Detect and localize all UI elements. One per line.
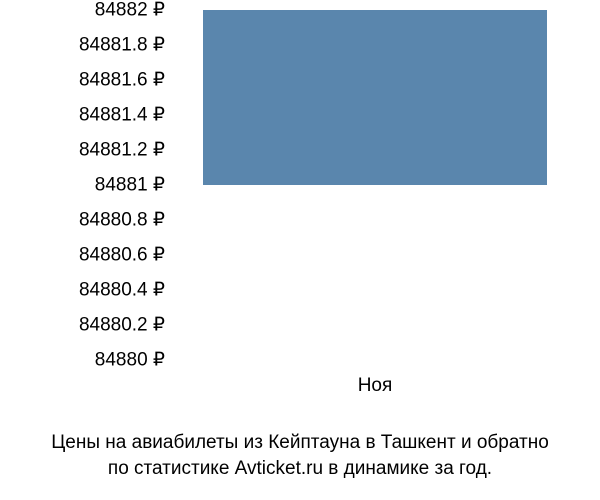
caption-line-2: по статистике Avticket.ru в динамике за … — [0, 456, 600, 482]
caption-line-1: Цены на авиабилеты из Кейптауна в Ташкен… — [0, 430, 600, 456]
y-tick-label: 84880.8 ₽ — [79, 209, 165, 232]
chart-caption: Цены на авиабилеты из Кейптауна в Ташкен… — [0, 430, 600, 481]
plot-region — [170, 10, 580, 360]
y-tick-label: 84882 ₽ — [95, 0, 165, 22]
price-bar-chart: 84882 ₽ 84881.8 ₽ 84881.6 ₽ 84881.4 ₽ 84881.… — [0, 0, 600, 430]
y-tick-label: 84881.6 ₽ — [79, 69, 165, 92]
bar — [203, 10, 547, 185]
y-tick-label: 84881 ₽ — [95, 174, 165, 197]
y-tick-label: 84880 ₽ — [95, 349, 165, 372]
x-tick-label: Ноя — [358, 375, 393, 397]
y-tick-label: 84880.6 ₽ — [79, 244, 165, 267]
y-tick-label: 84880.4 ₽ — [79, 279, 165, 302]
y-tick-label: 84881.8 ₽ — [79, 34, 165, 57]
y-tick-label: 84881.4 ₽ — [79, 104, 165, 127]
y-tick-label: 84881.2 ₽ — [79, 139, 165, 162]
y-tick-label: 84880.2 ₽ — [79, 314, 165, 337]
